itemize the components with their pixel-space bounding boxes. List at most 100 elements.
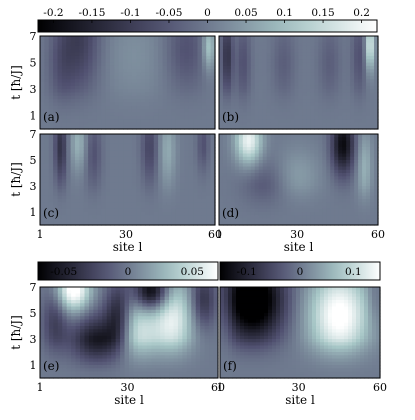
heatmap-cell [302,62,308,67]
heatmap-cell [358,166,363,171]
heatmap-cell [230,218,236,223]
heatmap-cell [219,112,224,117]
heatmap-cell [314,176,319,181]
heatmap-cell [106,352,112,356]
heatmap-cell [66,316,72,321]
heatmap-cell [258,52,264,57]
heatmap-cell [206,202,212,207]
heatmap-cell [48,49,54,54]
heatmap-cell [302,166,308,171]
heatmap-cell [350,202,355,207]
heatmap-cell [286,179,292,184]
heatmap-cell [330,85,335,90]
heatmap-cell [346,109,351,113]
heatmap-cell [97,365,103,369]
heatmap-cell [201,79,207,84]
heatmap-cell [346,42,351,47]
heatmap-cell [53,69,59,74]
heatmap-cell [254,45,260,50]
heatmap-cell [140,42,146,47]
heatmap-cell [266,221,272,226]
heatmap-cell [238,42,244,47]
heatmap-cell [166,49,172,54]
heatmap-cell [71,345,77,350]
heatmap-cell [184,122,190,127]
heatmap-cell [188,153,194,158]
heatmap-cell [282,49,288,54]
heatmap-cell [158,36,164,40]
heatmap-cell [66,160,72,164]
heatmap-cell [96,109,102,113]
heatmap-cell [118,75,124,80]
heatmap-cell [180,55,185,60]
heatmap-cell [92,45,98,50]
heatmap-cell [140,59,146,64]
heatmap-cell [286,143,292,148]
heatmap-cell [346,189,351,194]
heatmap-cell [314,186,319,190]
heatmap-cell [188,52,194,57]
heatmap-cell [79,176,85,181]
heatmap-cell [258,125,264,130]
heatmap-cell [184,102,190,107]
heatmap-cell [274,122,280,127]
heatmap-cell [234,179,240,184]
heatmap-cell [286,166,292,171]
heatmap-cell [366,150,371,155]
heatmap-cell [71,303,77,308]
heatmap-cell [83,143,89,148]
heatmap-cell [193,125,199,130]
heatmap-cell [84,329,90,334]
heatmap-cell [75,192,80,197]
heatmap-cell [222,115,228,120]
heatmap-cell [180,147,185,151]
heatmap-cell [226,82,232,87]
heatmap-cell [88,345,94,350]
heatmap-cell [262,62,268,67]
heatmap-cell [70,89,76,94]
heatmap-cell [44,309,50,314]
heatmap-cell [118,62,124,67]
heatmap-cell [270,205,276,210]
heatmap-cell [306,199,312,203]
heatmap-cell [96,89,102,94]
heatmap-cell [123,202,129,207]
heatmap-cell [206,205,212,210]
heatmap-cell [314,75,319,80]
heatmap-cell [282,199,288,203]
heatmap-cell [310,85,315,90]
heatmap-cell [180,212,185,216]
heatmap-cell [362,45,367,50]
heatmap-cell [201,186,207,190]
heatmap-cell [230,163,236,168]
heatmap-cell [258,95,264,100]
heatmap-cell [334,85,339,90]
heatmap-cell [44,212,50,216]
heatmap-cell [234,215,240,220]
heatmap-cell [175,85,181,90]
heatmap-cell [75,221,80,226]
heatmap-cell [270,82,276,87]
heatmap-cell [246,125,252,130]
heatmap-cell [92,189,98,194]
heatmap-cell [101,55,107,60]
heatmap-cell [83,189,89,194]
heatmap-cell [290,150,296,155]
heatmap-cell [201,199,207,203]
heatmap-cell [246,102,252,107]
heatmap-cell [234,205,240,210]
heatmap-cell [101,221,107,226]
heatmap-cell [57,49,63,54]
heatmap-cell [188,186,194,190]
heatmap-cell [131,153,137,158]
heatmap-cell [57,322,63,327]
heatmap-cell [318,163,323,168]
heatmap-cell [278,109,284,113]
heatmap-cell [219,208,224,213]
heatmap-cell [88,134,94,138]
heatmap-cell [230,95,236,100]
heatmap-cell [53,202,59,207]
heatmap-cell [175,192,181,197]
heatmap-cell [162,202,168,207]
heatmap-cell [226,156,232,161]
